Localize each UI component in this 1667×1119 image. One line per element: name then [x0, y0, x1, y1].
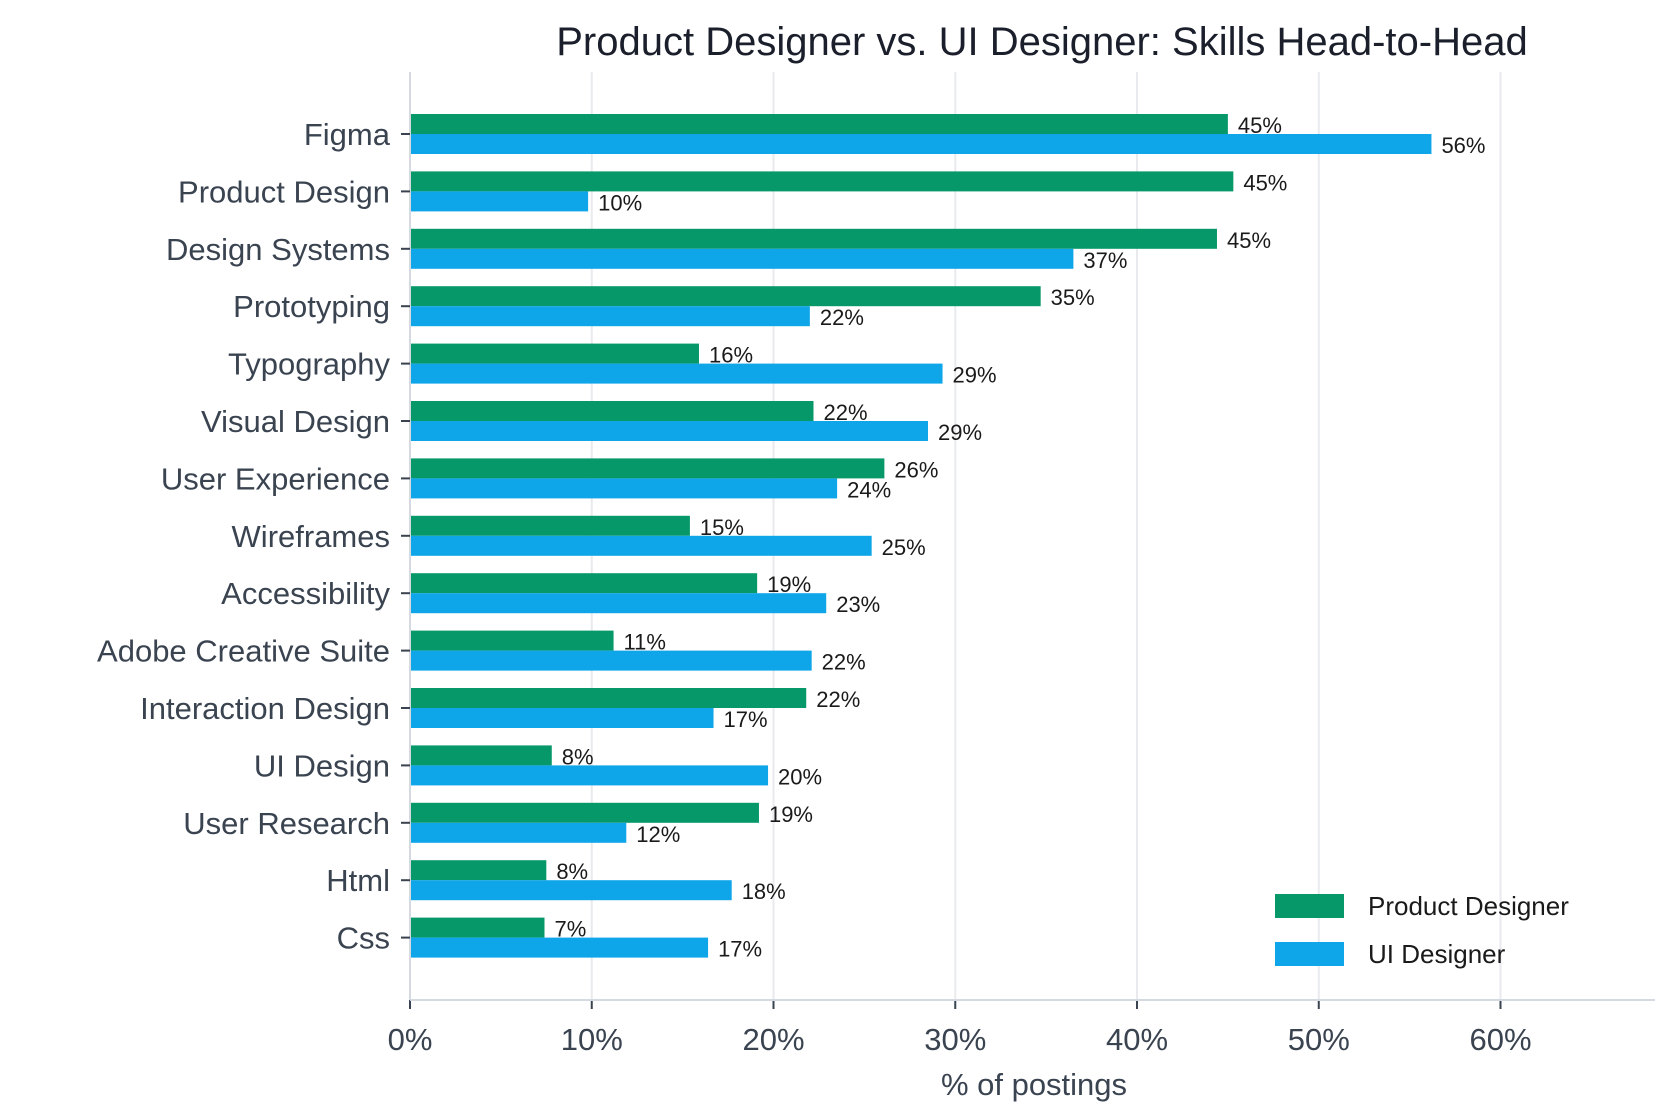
value-label-product-designer: 19% [767, 572, 811, 597]
bar-ui-designer [410, 765, 769, 786]
value-label-ui-designer: 23% [836, 592, 880, 617]
x-tick-label: 20% [742, 1022, 804, 1057]
bar-product-designer [410, 515, 690, 536]
value-label-ui-designer: 24% [847, 477, 891, 502]
value-label-product-designer: 26% [894, 457, 938, 482]
x-axis-title: % of postings [941, 1067, 1127, 1102]
value-label-product-designer: 35% [1051, 285, 1095, 310]
chart-title: Product Designer vs. UI Designer: Skills… [556, 20, 1528, 64]
category-label: Html [326, 863, 390, 898]
value-label-product-designer: 22% [816, 687, 860, 712]
bar-ui-designer [410, 134, 1432, 154]
bar-ui-designer [410, 822, 627, 843]
category-label: Wireframes [232, 519, 390, 554]
value-label-ui-designer: 12% [636, 822, 680, 847]
x-tick-label: 50% [1288, 1022, 1350, 1057]
category-label: Design Systems [166, 232, 390, 267]
value-label-product-designer: 45% [1227, 228, 1271, 253]
x-tick-label: 30% [924, 1022, 986, 1057]
value-label-product-designer: 19% [769, 802, 813, 827]
legend-swatch-ui-designer [1275, 942, 1344, 966]
x-tick-label: 60% [1469, 1022, 1531, 1057]
value-label-ui-designer: 17% [718, 937, 762, 962]
category-label: User Research [183, 806, 390, 841]
legend-swatch-product-designer [1275, 894, 1344, 918]
bar-product-designer [410, 114, 1228, 134]
category-label: User Experience [161, 461, 390, 496]
y-axis: Figma Product Design Design Systems Prototy… [97, 72, 411, 1000]
bar-product-designer [410, 458, 885, 479]
x-tick-label: 10% [561, 1022, 623, 1057]
bar-product-designer [410, 171, 1234, 192]
bar-ui-designer [410, 248, 1074, 269]
value-label-ui-designer: 56% [1441, 133, 1485, 158]
bar-product-designer [410, 688, 807, 708]
bar-product-designer [410, 401, 814, 421]
value-label-product-designer: 8% [562, 744, 594, 769]
value-label-product-designer: 45% [1243, 170, 1287, 195]
category-label: Figma [304, 117, 391, 152]
bar-ui-designer [410, 535, 872, 556]
value-label-ui-designer: 10% [598, 190, 642, 215]
x-tick-label: 40% [1106, 1022, 1168, 1057]
category-label: UI Design [254, 748, 390, 783]
category-label: Prototyping [233, 289, 390, 324]
value-label-ui-designer: 22% [820, 305, 864, 330]
bar-product-designer [410, 343, 699, 364]
bar-product-designer [410, 745, 552, 766]
legend: Product Designer UI Designer [1275, 891, 1569, 969]
value-label-product-designer: 22% [823, 400, 867, 425]
value-label-product-designer: 8% [556, 859, 588, 884]
x-tick-label: 0% [388, 1022, 433, 1057]
value-label-ui-designer: 20% [778, 764, 822, 789]
category-label: Typography [228, 347, 390, 382]
value-label-product-designer: 16% [709, 343, 753, 368]
bar-ui-designer [410, 880, 732, 901]
bar-ui-designer [410, 306, 810, 327]
value-labels: 45%56%45%10%45%37%35%22%16%29%22%29%26%2… [554, 113, 1485, 962]
value-label-product-designer: 11% [624, 630, 666, 655]
bar-product-designer [410, 573, 758, 594]
value-label-product-designer: 45% [1238, 113, 1282, 138]
bar-ui-designer [410, 421, 928, 441]
category-label: Interaction Design [140, 691, 390, 726]
bar-product-designer [410, 286, 1041, 307]
value-label-product-designer: 7% [554, 917, 586, 942]
bars [410, 114, 1432, 958]
category-label: Accessibility [221, 576, 390, 611]
legend-label-ui-designer: UI Designer [1368, 939, 1506, 969]
value-label-ui-designer: 37% [1083, 248, 1127, 273]
category-label: Product Design [178, 174, 390, 209]
bar-ui-designer [410, 937, 709, 958]
x-axis: 0% 10% 20% 30% 40% 50% 60% [388, 999, 1655, 1057]
category-label: Adobe Creative Suite [97, 634, 390, 669]
bar-product-designer [410, 802, 759, 823]
value-label-product-designer: 15% [700, 515, 744, 540]
bar-ui-designer [410, 593, 827, 614]
value-label-ui-designer: 18% [742, 879, 786, 904]
bar-ui-designer [410, 363, 943, 384]
legend-label-product-designer: Product Designer [1368, 891, 1569, 921]
value-label-ui-designer: 17% [724, 707, 768, 732]
bar-ui-designer [410, 708, 714, 728]
value-label-ui-designer: 22% [822, 650, 866, 675]
bar-product-designer [410, 860, 547, 881]
value-label-ui-designer: 25% [882, 535, 926, 560]
bar-ui-designer [410, 650, 812, 671]
bar-ui-designer [410, 478, 838, 499]
category-label: Visual Design [201, 404, 390, 439]
value-label-ui-designer: 29% [953, 363, 997, 388]
category-label: Css [337, 921, 390, 956]
value-label-ui-designer: 29% [938, 420, 982, 445]
bar-product-designer [410, 630, 614, 651]
bar-ui-designer [410, 191, 589, 212]
bar-product-designer [410, 917, 545, 938]
bar-product-designer [410, 228, 1217, 249]
